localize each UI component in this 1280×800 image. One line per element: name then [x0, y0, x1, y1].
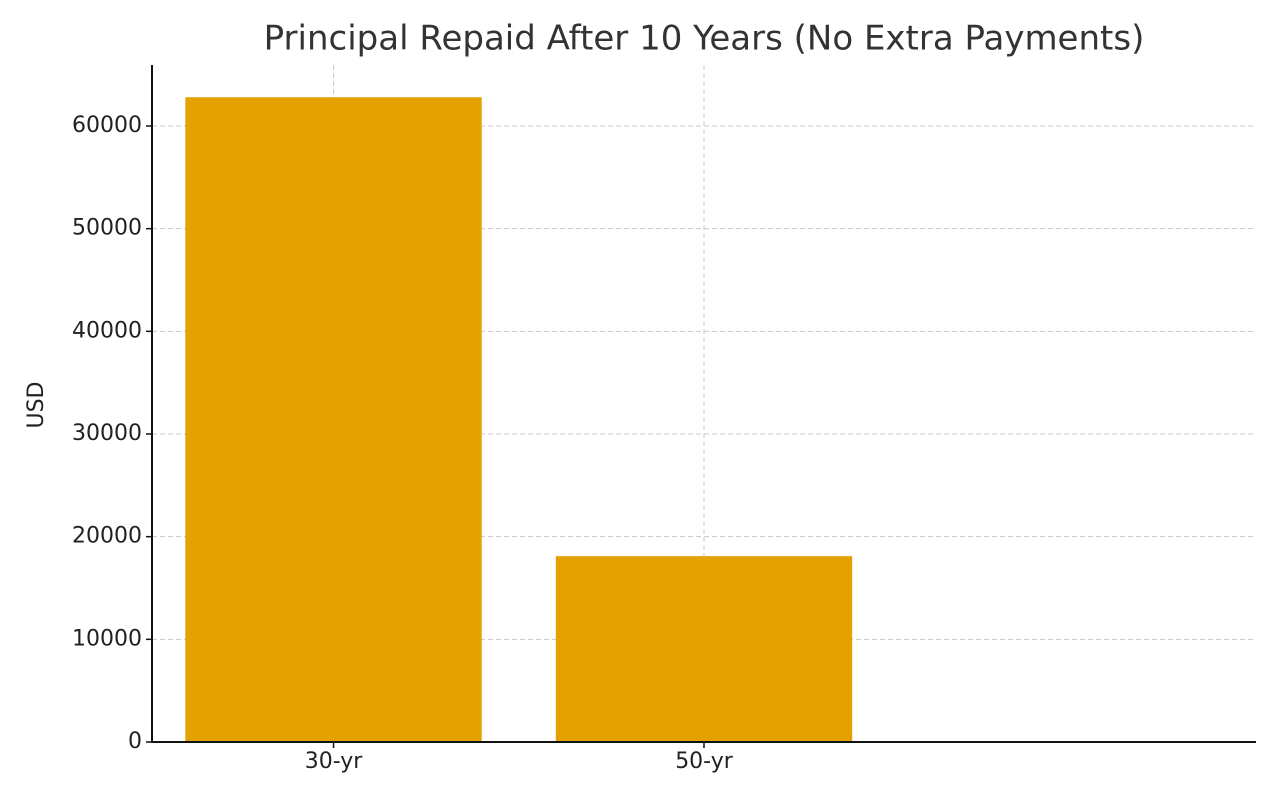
bars — [185, 97, 853, 742]
bar — [555, 556, 853, 742]
bar — [185, 97, 482, 742]
x-tick-label: 30-yr — [305, 749, 364, 774]
y-tick-label: 10000 — [72, 626, 142, 651]
y-tick-label: 20000 — [72, 524, 142, 549]
y-tick-label: 0 — [128, 729, 142, 754]
y-axis-label: USD — [24, 381, 49, 428]
chart-title: Principal Repaid After 10 Years (No Extr… — [264, 19, 1145, 59]
y-tick-label: 30000 — [72, 421, 142, 446]
y-tick-label: 60000 — [72, 113, 142, 138]
y-tick-label: 40000 — [72, 318, 142, 343]
y-tick-label: 50000 — [72, 216, 142, 241]
x-tick-label: 50-yr — [675, 749, 734, 774]
